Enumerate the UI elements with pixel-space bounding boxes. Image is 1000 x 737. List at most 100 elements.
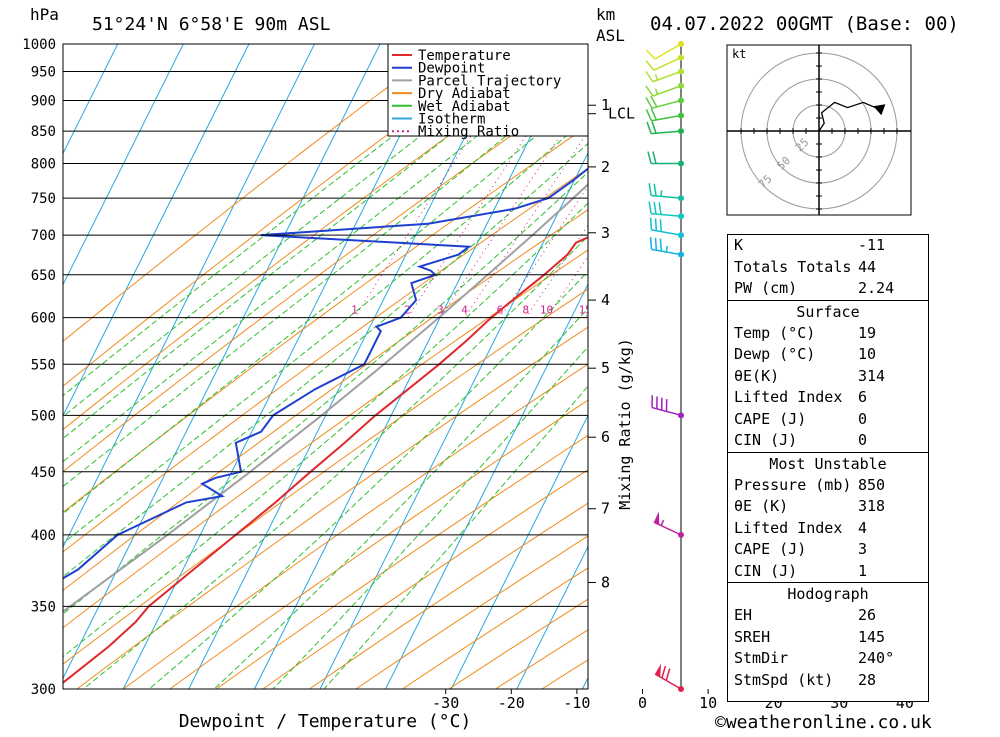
wind-barb [649, 183, 684, 201]
wind-barb-full [649, 183, 651, 195]
pressure-tick-label: 900 [31, 93, 56, 109]
wind-barb-half [661, 190, 662, 196]
most-unstable-title: Most Unstable [728, 453, 928, 475]
asl-label: ASL [596, 26, 625, 45]
wind-barb [648, 152, 684, 167]
hodograph-unit-label: kt [732, 47, 746, 61]
x-tick-label: -20 [498, 694, 525, 712]
index-row-k: K-11 [728, 235, 928, 257]
wind-barb-full [659, 202, 661, 214]
x-tick-label: -30 [432, 694, 459, 712]
wind-barb-full [647, 122, 651, 134]
index-row-pw: PW (cm)2.24 [728, 278, 928, 300]
wind-barb-staff [654, 58, 681, 71]
km-tick-label: 5 [601, 359, 610, 377]
wind-barb-half [655, 74, 657, 80]
lcl-label: LCL [608, 105, 635, 123]
wind-barb-full [662, 666, 665, 678]
surface-row: CIN (J)0 [728, 430, 928, 452]
wind-barb-full [651, 218, 652, 230]
wind-barb [651, 237, 684, 258]
pressure-tick-label: 950 [31, 64, 56, 80]
pressure-tick-label: 750 [31, 191, 56, 207]
mu-row: CAPE (J)3 [728, 539, 928, 561]
pressure-tick-label: 1000 [22, 37, 56, 53]
pressure-tick-label: 400 [31, 528, 56, 544]
surface-row: Dewp (°C)10 [728, 344, 928, 366]
wind-barb-full [666, 669, 669, 681]
mixing-ratio-value-label: 25 [629, 304, 642, 317]
wind-barb-full [646, 97, 652, 108]
wind-barb-staff [654, 522, 681, 535]
run-time-title: 04.07.2022 00GMT (Base: 00) [650, 13, 959, 35]
wind-barb-full [651, 237, 652, 249]
most-unstable-block: Most Unstable Pressure (mb)850 θE (K)318… [728, 453, 928, 584]
wind-barb-half [661, 520, 664, 525]
km-tick-label: 7 [601, 500, 610, 518]
pressure-tick-label: 800 [31, 157, 56, 173]
surface-block: Surface Temp (°C)19 Dewp (°C)10 θE(K)314… [728, 301, 928, 453]
km-label: km [596, 5, 615, 24]
pressure-tick-label: 350 [31, 599, 56, 615]
wind-barb-full [654, 184, 656, 196]
wind-barb [655, 664, 684, 692]
mu-row: Pressure (mb)850 [728, 475, 928, 497]
mixing-ratio-value-label: 15 [579, 304, 592, 317]
wind-barb-full [660, 239, 661, 251]
copyright-text: ©weatheronline.co.uk [715, 712, 932, 733]
mu-row: θE (K)318 [728, 496, 928, 518]
x-tick-label: -10 [563, 694, 590, 712]
wind-barb-staff [655, 44, 681, 59]
wind-barb [646, 55, 684, 71]
pressure-tick-label: 300 [31, 682, 56, 698]
mixing-ratio-value-label: 8 [522, 304, 529, 317]
wind-barb [652, 395, 684, 418]
wind-barb-full [651, 96, 657, 107]
wind-barb [649, 201, 684, 219]
legend-entry-label: Mixing Ratio [418, 124, 519, 140]
wind-barb [654, 511, 684, 538]
wind-barb-full [646, 71, 653, 81]
x-tick-label: 10 [699, 694, 717, 712]
wind-barb-full [646, 109, 651, 120]
pressure-tick-label: 700 [31, 228, 56, 244]
pressure-tick-label: 500 [31, 408, 56, 424]
km-tick-label: 6 [601, 428, 610, 446]
wind-barb-half [655, 89, 657, 95]
pressure-unit-label: hPa [30, 5, 59, 24]
wind-barb-half [666, 246, 667, 252]
wind-barb-full [648, 152, 651, 164]
surface-row: θE(K)314 [728, 366, 928, 388]
surface-row: CAPE (J)0 [728, 409, 928, 431]
wind-barb-full [656, 218, 657, 230]
mixing-ratio-value-label: 10 [540, 304, 553, 317]
wind-barb [646, 96, 684, 108]
x-tick-label: 0 [638, 694, 647, 712]
km-tick-label: 8 [601, 573, 610, 591]
km-tick-label: 4 [601, 291, 610, 309]
hodo-row: StmSpd (kt)28 [728, 670, 928, 692]
km-tick-label: 2 [601, 158, 610, 176]
wind-barb [651, 218, 684, 239]
pressure-tick-label: 450 [31, 465, 56, 481]
wind-barb [647, 122, 684, 135]
plot-area [63, 44, 588, 689]
wind-barb [646, 109, 684, 121]
surface-row: Temp (°C)19 [728, 323, 928, 345]
pressure-tick-label: 650 [31, 268, 56, 284]
wind-barb-full [652, 122, 656, 134]
pressure-tick-label: 850 [31, 124, 56, 140]
wind-barb-full [656, 238, 657, 250]
wind-barb-full [653, 152, 656, 164]
pressure-tick-label: 550 [31, 357, 56, 373]
wind-barb-full [649, 201, 651, 213]
hodograph-stats-title: Hodograph [728, 583, 928, 605]
